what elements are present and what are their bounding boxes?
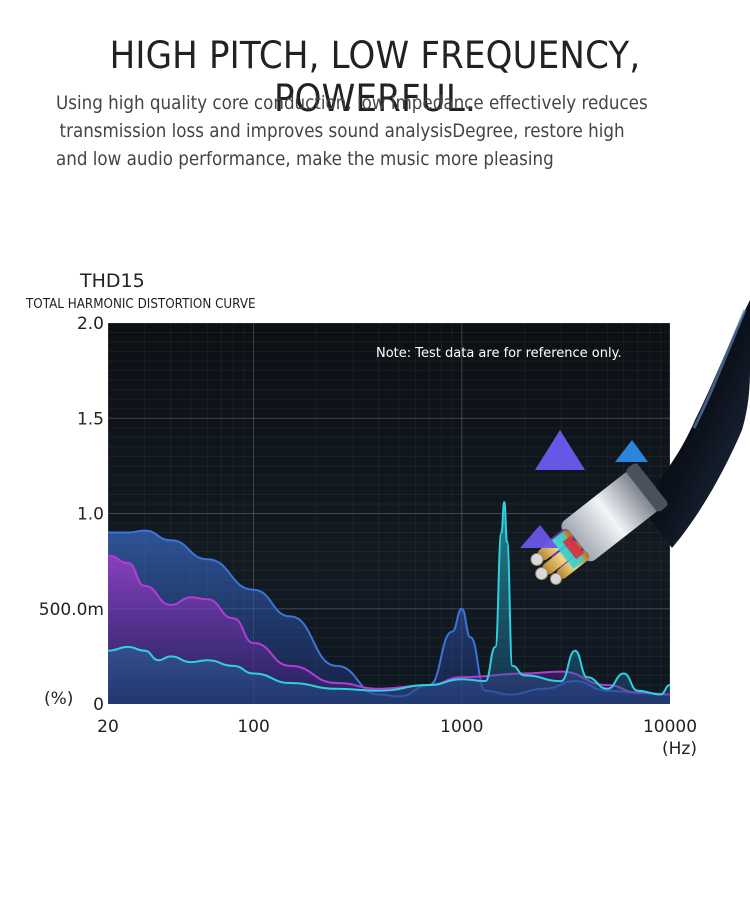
y-tick-label: 500.0m <box>39 600 104 620</box>
x-tick-label: 1000 <box>440 717 483 737</box>
x-tick-label: 10000 <box>643 717 697 737</box>
y-axis-ticks: 2.0 1.5 1.0 500.0m 0 <box>39 314 104 715</box>
description-line: and low audio performance, make the musi… <box>56 148 554 170</box>
y-tick-label: 1.5 <box>77 409 104 429</box>
x-axis-ticks: 20 100 1000 10000 <box>97 717 697 737</box>
series-area-purple <box>108 555 670 704</box>
chart-title: THD15 <box>80 270 145 292</box>
y-axis-unit: (%) <box>44 689 73 709</box>
description-line: transmission loss and improves sound ana… <box>59 120 625 142</box>
x-tick-label: 20 <box>97 717 119 737</box>
cable-illustration <box>520 300 750 585</box>
y-tick-label: 2.0 <box>77 314 104 334</box>
series-line-purple <box>108 554 670 696</box>
y-tick-label: 0 <box>93 695 104 715</box>
description-line: Using high quality core conduction, low … <box>56 92 648 114</box>
chart-subtitle: TOTAL HARMONIC DISTORTION CURVE <box>26 297 256 312</box>
x-axis-unit: (Hz) <box>662 739 697 759</box>
series-layer <box>108 501 670 704</box>
headline: HIGH PITCH, LOW FREQUENCY, POWERFUL. <box>109 34 641 120</box>
y-tick-label: 1.0 <box>77 505 104 525</box>
series-line-cyan <box>108 501 670 696</box>
description: Using high quality core conduction, low … <box>56 89 648 173</box>
x-tick-label: 100 <box>237 717 269 737</box>
series-area-cyan <box>108 502 670 704</box>
chart-note: Note: Test data are for reference only. <box>376 346 622 361</box>
